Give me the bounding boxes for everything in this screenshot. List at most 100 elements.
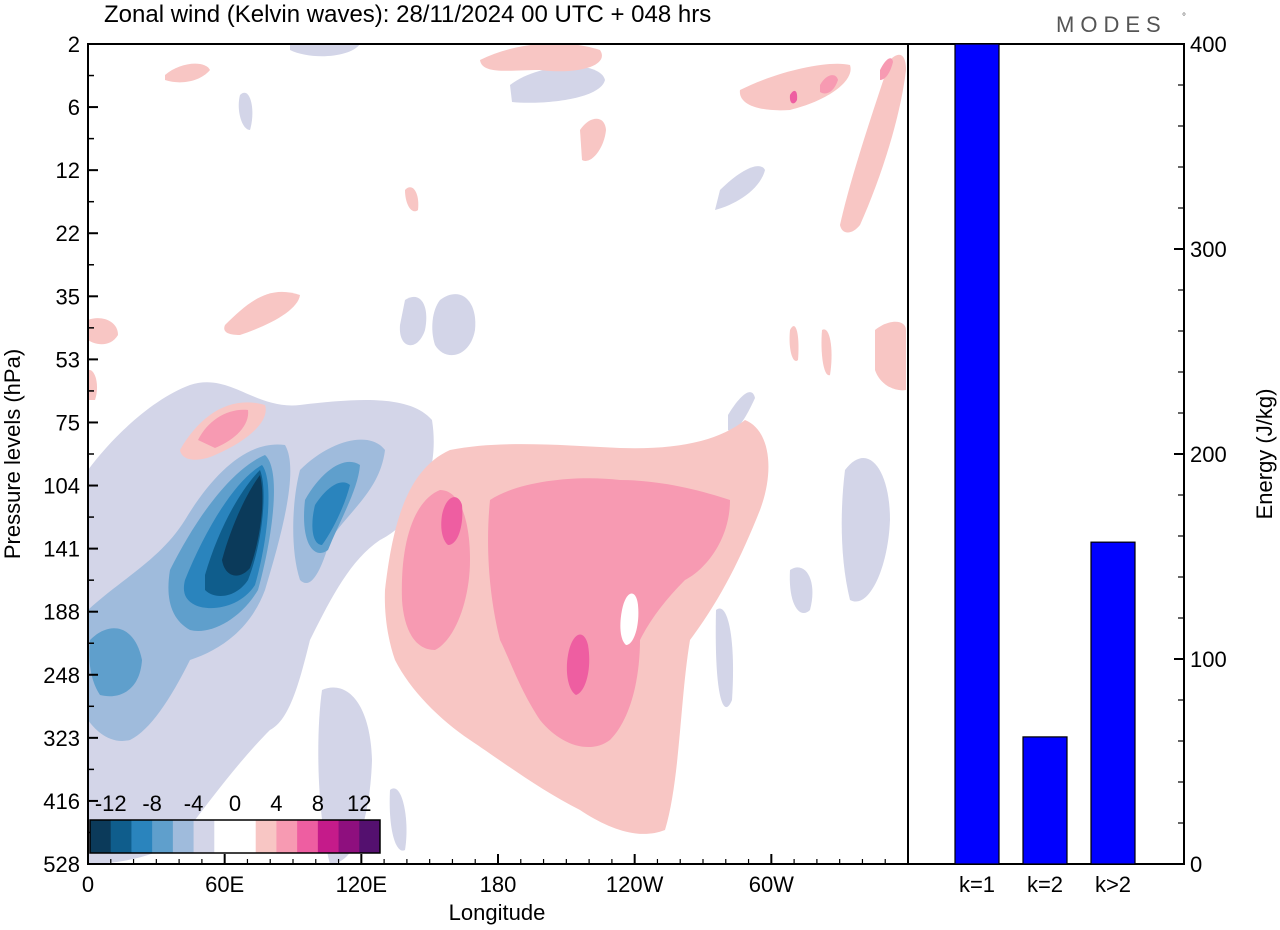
- x-axis-label: Longitude: [449, 900, 546, 925]
- wavenumber-label: k=1: [959, 872, 995, 897]
- energy-axis-label: Energy (J/kg): [1252, 389, 1277, 520]
- pressure-tick-label: 35: [56, 284, 80, 309]
- colorbar-swatch: [90, 820, 112, 853]
- negative-contour-patch: [510, 66, 605, 103]
- colorbar-swatch: [276, 820, 298, 853]
- negative-contour-mid-blue: [89, 628, 142, 697]
- pressure-tick-label: 323: [43, 726, 80, 751]
- energy-axis: 0 100 200 300 400: [1174, 32, 1227, 877]
- negative-contour-patch: [715, 166, 765, 210]
- wavenumber-label: k>2: [1095, 872, 1131, 897]
- positive-contour-patch: [789, 326, 799, 361]
- brand-mark: °: [1182, 12, 1186, 23]
- y-axis-label: Pressure levels (hPa): [0, 349, 25, 559]
- contour-gap: [620, 593, 639, 645]
- positive-contour-patch: [739, 63, 851, 111]
- longitude-tick-label: 120W: [606, 872, 664, 897]
- positive-contour-patch: [165, 63, 210, 83]
- pressure-tick-label: 416: [43, 789, 80, 814]
- positive-contour-patch: [580, 118, 606, 161]
- longitude-tick-label: 180: [480, 872, 517, 897]
- pressure-tick-label: 12: [56, 158, 80, 183]
- energy-tick-label: 400: [1190, 32, 1227, 57]
- positive-contour-patch: [405, 187, 419, 212]
- energy-tick-label: 0: [1190, 852, 1202, 877]
- colorbar-label: -12: [95, 791, 127, 816]
- longitude-tick-label: 0: [82, 872, 94, 897]
- energy-bar: [1090, 541, 1136, 865]
- contour-fields: [88, 44, 906, 864]
- negative-contour-patch: [432, 294, 476, 356]
- pressure-tick-label: 22: [56, 221, 80, 246]
- negative-contour-patch: [389, 788, 407, 851]
- negative-contour-patch: [789, 567, 813, 614]
- pressure-tick-label: 188: [43, 600, 80, 625]
- colorbar-swatch: [172, 820, 195, 853]
- positive-contour-pink: [566, 634, 590, 695]
- positive-contour-patch: [480, 44, 602, 72]
- negative-contour-patch: [841, 458, 890, 602]
- colorbar-label: -8: [142, 791, 162, 816]
- pressure-tick-label: 104: [43, 474, 80, 499]
- pressure-tick-label: 53: [56, 347, 80, 372]
- colorbar-label: 4: [270, 791, 282, 816]
- positive-contour-patch: [821, 329, 832, 376]
- negative-contour-patch: [290, 44, 360, 57]
- negative-contour-patch: [715, 608, 734, 708]
- positive-contour-pink: [441, 497, 463, 545]
- colorbar-label: 0: [229, 791, 241, 816]
- colorbar-swatch: [338, 820, 360, 853]
- colorbar-swatch: [317, 820, 340, 853]
- colorbar-swatch: [359, 820, 381, 853]
- colorbar-swatch: [214, 820, 236, 853]
- longitude-tick-label: 60E: [205, 872, 244, 897]
- pressure-tick-label: 248: [43, 663, 80, 688]
- colorbar-swatch: [152, 820, 174, 853]
- bar-frame: [907, 43, 1185, 865]
- positive-contour-patch: [224, 291, 300, 335]
- pressure-tick-label: 528: [43, 852, 80, 877]
- energy-bar: [954, 43, 1000, 865]
- colorbar-swatch: [193, 820, 215, 853]
- chart-title: Zonal wind (Kelvin waves): 28/11/2024 00…: [104, 1, 711, 28]
- positive-contour-patch: [875, 321, 906, 391]
- positive-contour-pink: [789, 90, 798, 104]
- colorbar-swatch: [297, 820, 319, 853]
- pressure-axis: 2 6 12 22 35 53 75 104 141 188 248 323 416 528: [43, 32, 98, 877]
- pressure-tick-label: 75: [56, 410, 80, 435]
- colorbar-swatch: [235, 820, 257, 853]
- energy-tick-label: 200: [1190, 442, 1227, 467]
- pressure-tick-label: 141: [43, 537, 80, 562]
- energy-bars: [954, 43, 1136, 865]
- negative-contour-darkest-blue: [222, 475, 263, 576]
- colorbar-label: 12: [347, 791, 371, 816]
- negative-contour-patch: [238, 92, 253, 130]
- colorbar-swatch: [131, 820, 153, 853]
- positive-contour-mid-pink: [488, 478, 730, 748]
- positive-contour-patch: [88, 369, 98, 400]
- colorbar-frame: [89, 819, 381, 854]
- colorbar-label: 8: [312, 791, 324, 816]
- colorbar: -12 -8 -4 0 4 8 12: [89, 791, 381, 854]
- negative-contour-blue: [312, 482, 350, 545]
- negative-contour-patch: [728, 392, 755, 431]
- colorbar-label: -4: [184, 791, 204, 816]
- colorbar-swatch: [255, 820, 277, 853]
- negative-contour-patch: [399, 296, 427, 346]
- colorbar-swatch: [110, 820, 132, 853]
- positive-contour-patch: [88, 318, 118, 345]
- heatmap-panel: 2 6 12 22 35 53 75 104 141 188 248 323 416 528 0 60E 12…: [0, 32, 909, 925]
- longitude-axis: 0 60E 120E 180 120W 60W: [82, 854, 886, 897]
- positive-contour-mid-pink: [820, 75, 838, 94]
- brand-logo: MODES: [1056, 12, 1167, 37]
- pressure-tick-label: 6: [68, 95, 80, 120]
- energy-bar-panel: 0 100 200 300 400 k=1 k=2 k>2 Energy (J/kg): [907, 32, 1277, 897]
- wavenumber-axis: k=1 k=2 k>2: [959, 872, 1131, 897]
- wavenumber-label: k=2: [1027, 872, 1063, 897]
- energy-bar: [1022, 736, 1068, 865]
- positive-contour-mid-pink: [880, 58, 893, 80]
- positive-contour-mid-pink: [198, 409, 249, 448]
- energy-tick-label: 100: [1190, 647, 1227, 672]
- energy-tick-label: 300: [1190, 237, 1227, 262]
